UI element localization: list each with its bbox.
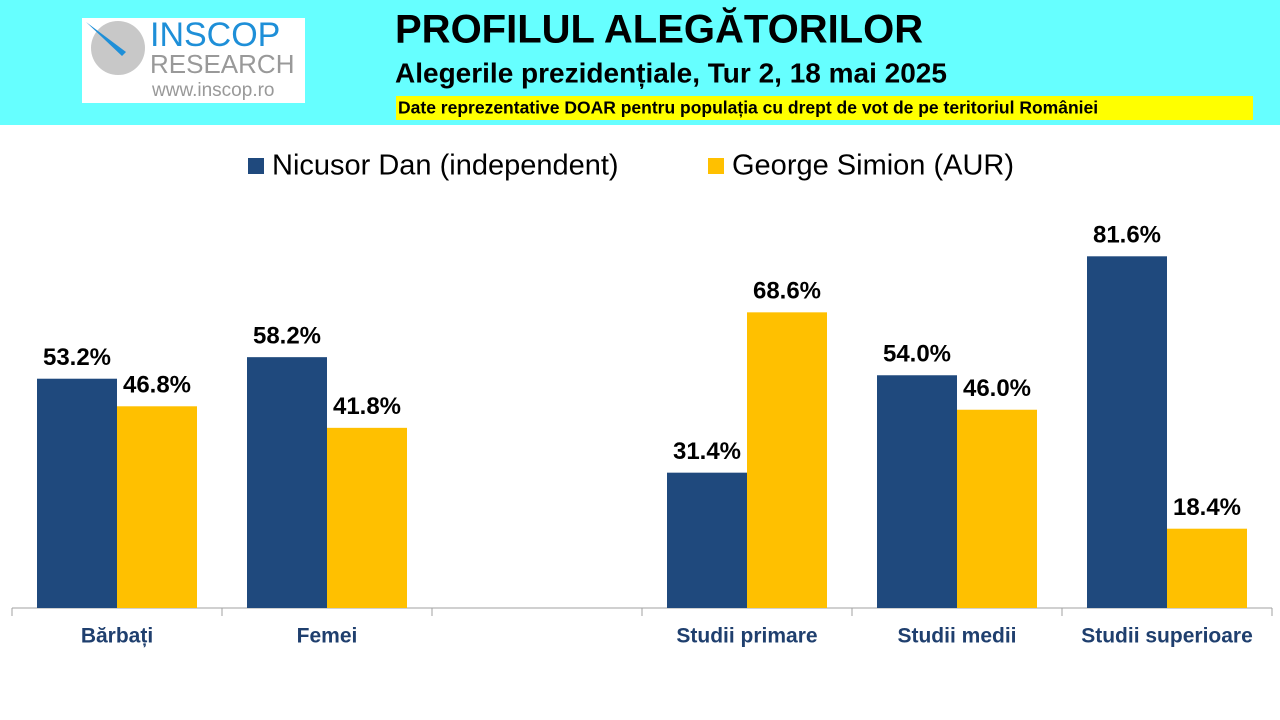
legend-swatch [708, 158, 724, 174]
value-label: 46.0% [963, 375, 1031, 402]
bar [37, 378, 117, 608]
x-tick-label: Studii medii [897, 625, 1016, 648]
chart-note: Date reprezentative DOAR pentru populați… [398, 98, 1098, 118]
chart-title: PROFILUL ALEGĂTORILOR [395, 7, 923, 52]
value-label: 41.8% [333, 393, 401, 420]
value-label: 58.2% [253, 323, 321, 350]
legend-label: George Simion (AUR) [732, 150, 1014, 182]
legend-swatch [248, 158, 264, 174]
logo-name: INSCOP [150, 16, 280, 54]
bar [247, 357, 327, 608]
bar [747, 312, 827, 608]
bar [957, 409, 1037, 608]
logo-url: www.inscop.ro [151, 80, 275, 101]
chart-subtitle: Alegerile prezidențiale, Tur 2, 18 mai 2… [395, 57, 947, 88]
x-tick-label: Femei [297, 625, 358, 648]
bar [1167, 528, 1247, 608]
value-label: 54.0% [883, 341, 951, 368]
x-tick-label: Studii superioare [1081, 625, 1253, 648]
x-tick-label: Bărbați [81, 625, 153, 648]
logo-needle [86, 22, 126, 56]
value-label: 18.4% [1173, 494, 1241, 521]
note-highlight [396, 96, 1253, 120]
value-label: 68.6% [753, 278, 821, 305]
bar [327, 427, 407, 608]
bar [1087, 256, 1167, 608]
logo-subtitle: RESEARCH [150, 49, 294, 79]
bar [117, 406, 197, 608]
value-label: 31.4% [673, 438, 741, 465]
value-label: 81.6% [1093, 222, 1161, 249]
bar [667, 472, 747, 608]
x-tick-label: Studii primare [676, 625, 817, 648]
value-label: 46.8% [123, 372, 191, 399]
value-label: 53.2% [43, 344, 111, 371]
bar [877, 375, 957, 608]
legend-label: Nicusor Dan (independent) [272, 150, 619, 182]
